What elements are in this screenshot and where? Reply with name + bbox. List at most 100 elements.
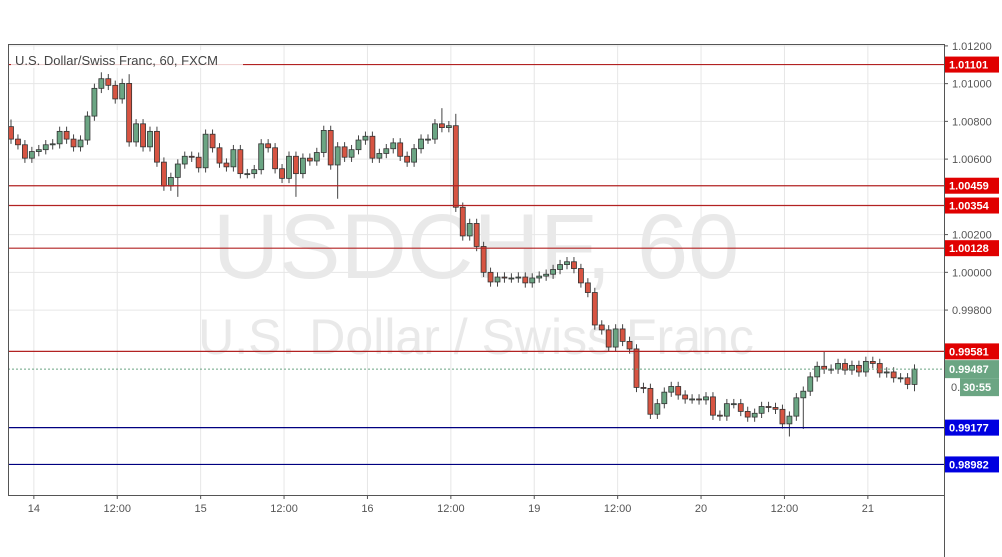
candle-up	[800, 390, 807, 399]
candle-up	[348, 149, 355, 158]
price-label: 1.01101	[949, 60, 988, 72]
candle-down	[63, 130, 70, 140]
candle-down	[293, 155, 299, 175]
candle-up	[758, 406, 765, 414]
candle-up	[49, 143, 56, 146]
price-label: 0.99581	[949, 346, 989, 358]
candle-up	[835, 363, 841, 370]
candle-up	[286, 155, 292, 179]
candle-up	[28, 151, 35, 159]
price-label-bg	[945, 177, 999, 194]
watermark-name: U.S. Dollar / Swiss Franc	[198, 309, 754, 365]
candle-up	[883, 371, 890, 374]
candle-up	[411, 148, 418, 163]
candle-up	[77, 139, 84, 148]
y-tick-label: 0.99800	[952, 305, 992, 317]
candle-down	[571, 261, 577, 269]
y-tick-label: 1.00800	[952, 116, 992, 128]
candle-down	[126, 83, 133, 143]
time-axis[interactable]: 14 12:00 15 12:00 16 12:00 19 12:00 20 12:00 21	[28, 495, 874, 515]
candle-up	[119, 83, 126, 100]
candle-down	[501, 276, 508, 279]
candle-down	[640, 387, 647, 389]
y-tick-label: 1.00200	[952, 230, 992, 242]
candle-up	[466, 223, 473, 237]
price-label: 0.99177	[949, 423, 989, 435]
candle-down	[876, 363, 883, 374]
candle-down	[265, 143, 272, 149]
x-tick-label: 12:00	[270, 503, 298, 515]
candle-down	[744, 411, 751, 418]
y-tick-label: 1.01200	[952, 41, 992, 53]
x-tick-label: 12:00	[604, 503, 632, 515]
candle-up	[730, 403, 737, 406]
legend-bg	[11, 50, 243, 68]
candle-down	[779, 408, 786, 425]
candle-down	[195, 156, 202, 169]
price-label-bg	[945, 240, 999, 257]
candle-down	[160, 161, 167, 187]
candle-up	[251, 169, 258, 175]
x-tick-label: 12:00	[437, 503, 465, 515]
candle-down	[237, 149, 244, 175]
candle-down	[223, 162, 230, 168]
candle-up	[668, 386, 675, 393]
candle-down	[216, 147, 223, 164]
candle-down	[140, 123, 146, 148]
candle-down	[70, 138, 77, 148]
candle-up	[147, 130, 153, 148]
price-labels: 1.01101 1.00459 1.00354 1.00128 0.99581 0.991…	[945, 56, 999, 473]
candle-down	[452, 125, 459, 208]
candle-up	[529, 277, 536, 284]
x-tick-label: 12:00	[771, 503, 799, 515]
candle-down	[369, 135, 376, 159]
candle-up	[557, 264, 563, 270]
candle-down	[737, 403, 744, 412]
x-tick-label: 12:00	[103, 503, 131, 515]
candle-down	[404, 155, 411, 163]
candle-down	[209, 133, 216, 149]
candle-down	[522, 276, 529, 284]
candle-down	[647, 387, 654, 415]
candle-down	[633, 348, 640, 388]
price-label: 1.00354	[949, 201, 990, 213]
candle-up	[612, 328, 619, 348]
candle-down	[842, 363, 848, 371]
y-tick-label: 1.00000	[952, 267, 992, 279]
candle-up	[418, 138, 424, 150]
candle-up	[42, 144, 49, 151]
candle-down	[696, 398, 702, 401]
countdown-timer: 30:55	[963, 382, 991, 394]
candle-up	[508, 277, 515, 280]
candle-up	[751, 412, 758, 418]
candle-up	[564, 261, 570, 265]
candle-up	[897, 377, 904, 380]
x-tick-label: 19	[528, 503, 540, 515]
candle-down	[605, 329, 612, 348]
candle-up	[202, 133, 209, 169]
candle-up	[425, 138, 431, 141]
candle-up	[390, 142, 397, 150]
price-label: 0.98982	[949, 459, 989, 471]
x-tick-label: 14	[28, 503, 40, 515]
price-label: 1.00128	[949, 243, 989, 255]
candle-up	[786, 415, 793, 425]
candle-up	[167, 177, 174, 187]
candle-up	[181, 155, 188, 165]
candle-down	[8, 126, 14, 140]
candle-up	[35, 149, 42, 152]
candle-down	[272, 147, 279, 170]
countdown-prefix: 0.	[951, 382, 960, 394]
price-label: 1.00459	[949, 181, 989, 193]
candle-down	[584, 282, 591, 293]
candle-up	[723, 403, 730, 417]
candle-up	[244, 173, 251, 176]
candle-down	[717, 414, 723, 417]
candle-up	[98, 78, 105, 89]
candle-down	[480, 246, 487, 273]
price-label-bg	[945, 419, 999, 436]
candle-up	[84, 115, 91, 141]
price-axis[interactable]: 1.01200 1.01000 1.00800 1.00600 1.00200 1.000…	[944, 41, 992, 557]
x-tick-label: 15	[195, 503, 207, 515]
